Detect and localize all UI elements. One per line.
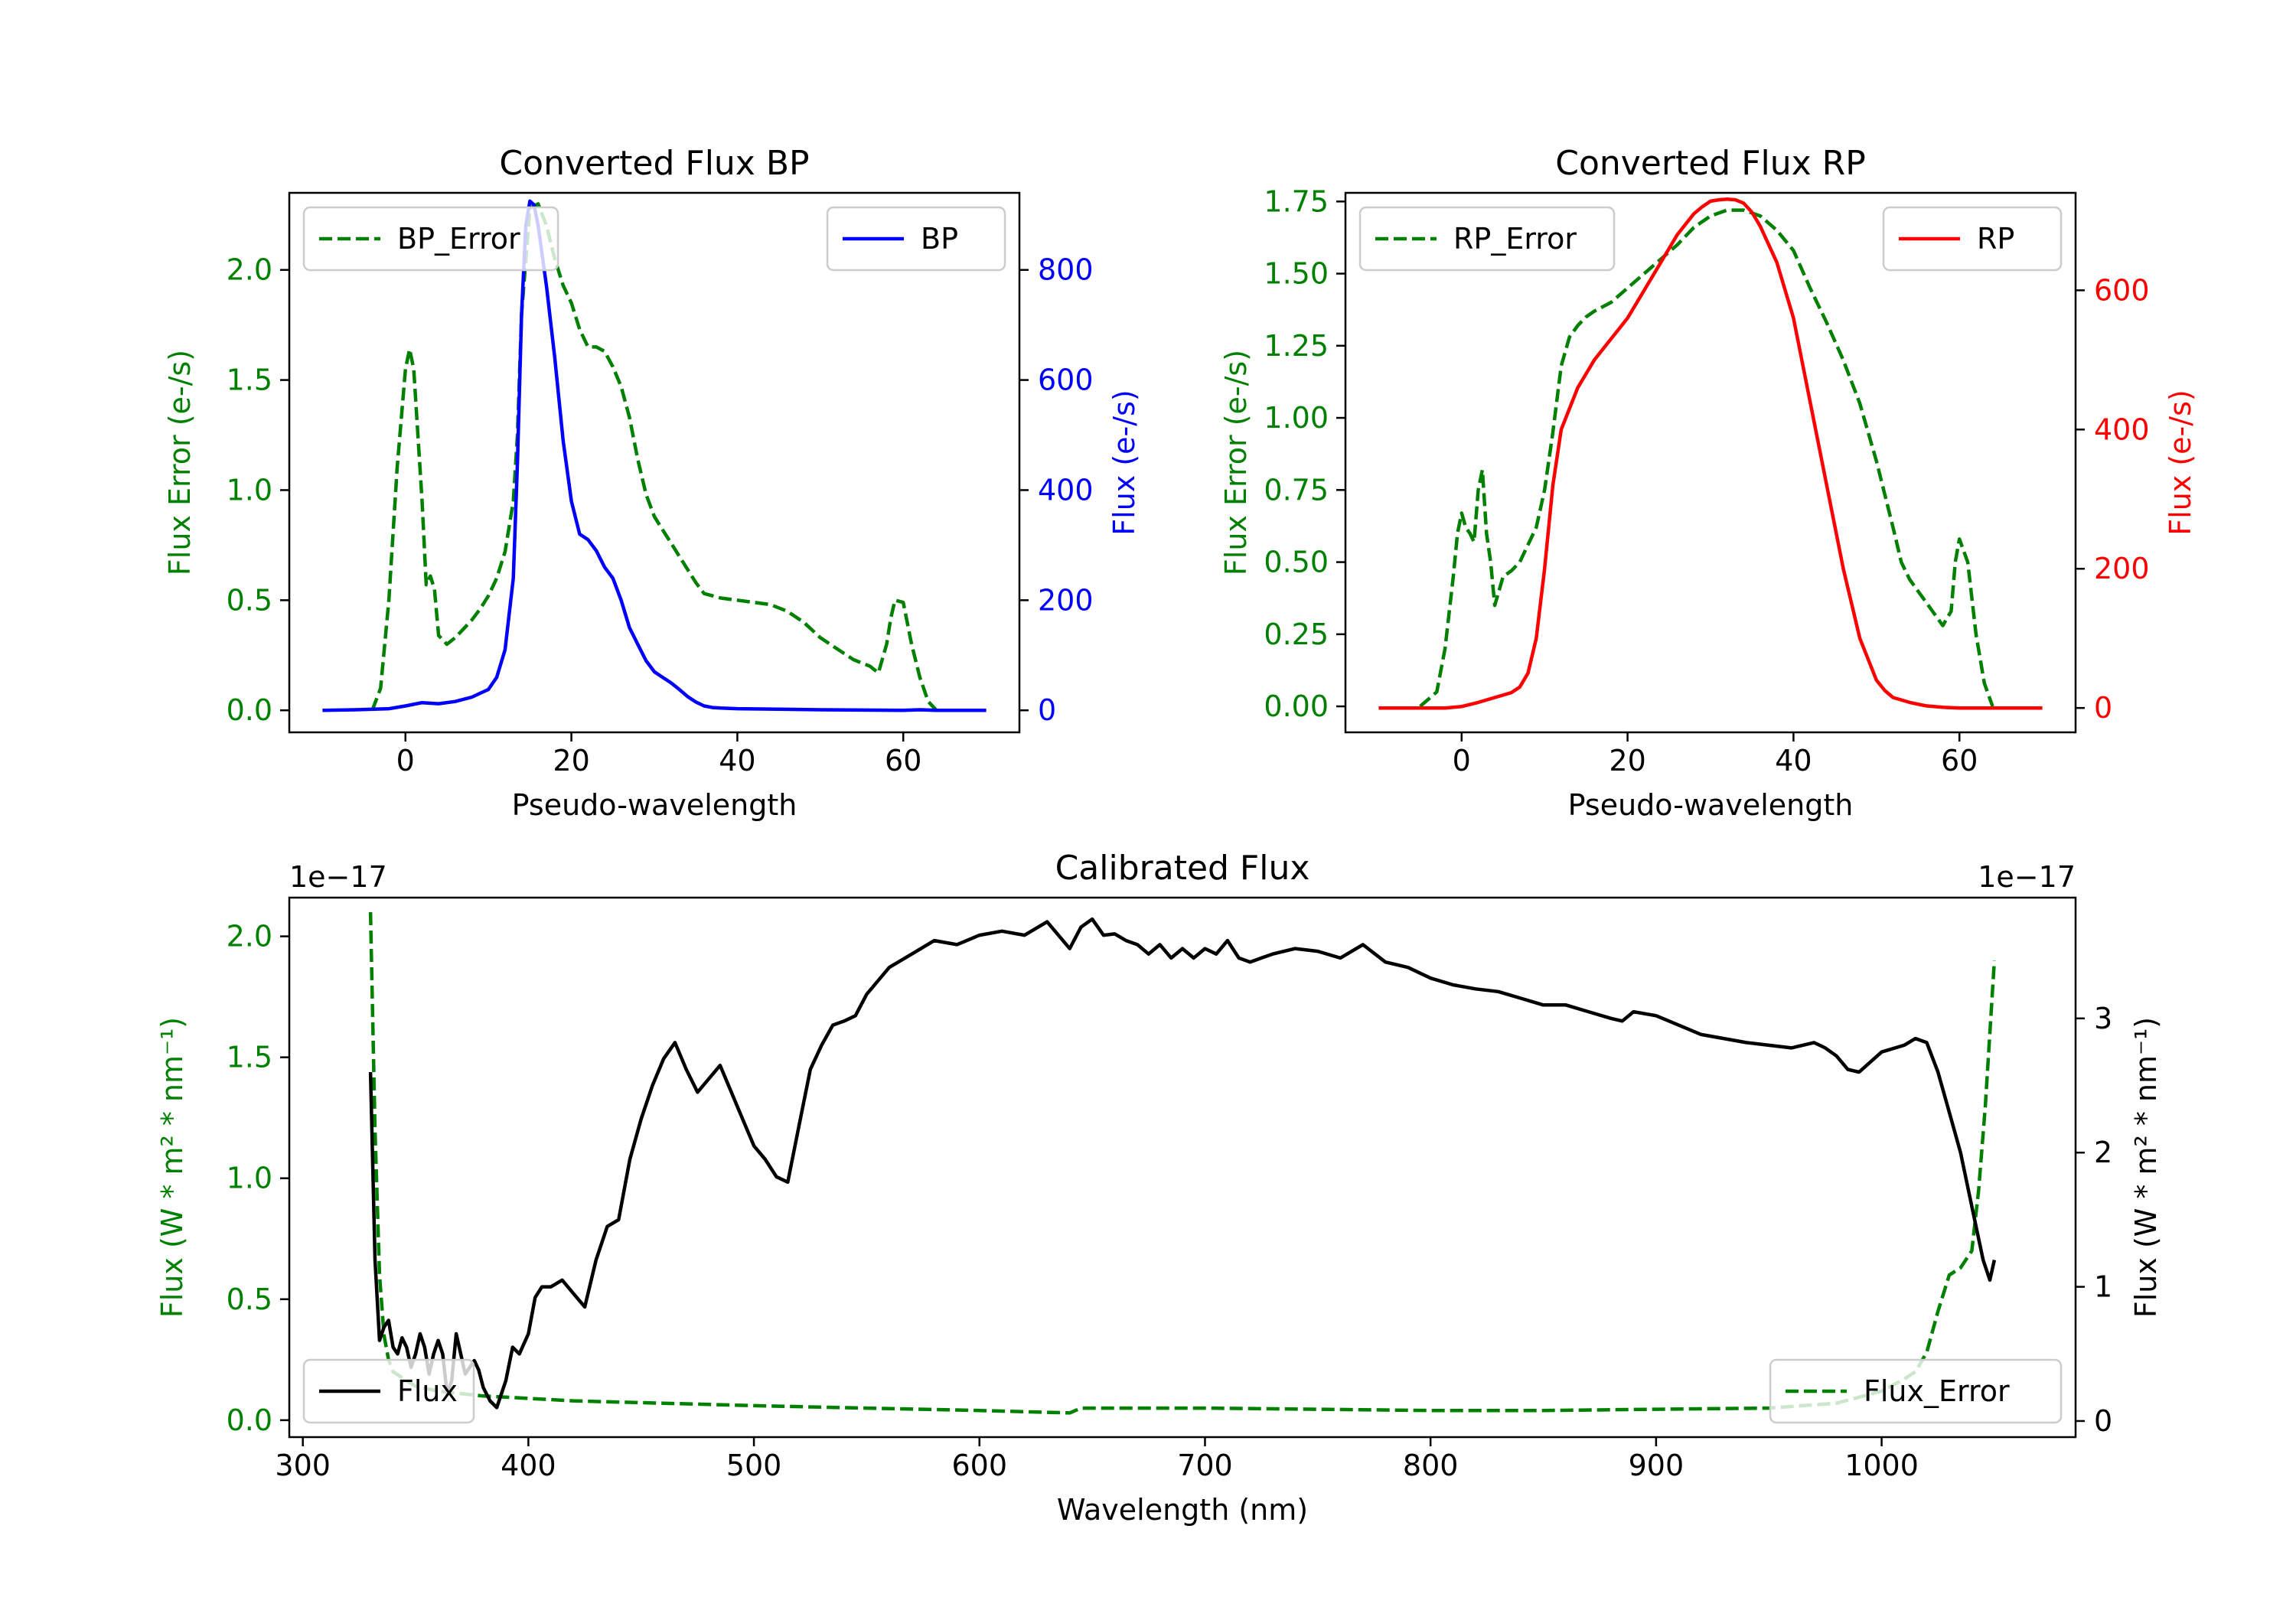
cal-x-tick-label: 800 bbox=[1403, 1449, 1459, 1482]
bp-x-tick-label: 20 bbox=[553, 744, 589, 777]
cal-x-tick-label: 400 bbox=[501, 1449, 556, 1482]
cal-left-y-tick-label: 1.0 bbox=[227, 1162, 272, 1195]
calibrated-left-offset-label: 1e−17 bbox=[289, 860, 387, 894]
rp-x-tick-label: 0 bbox=[1453, 744, 1471, 777]
calibrated-right-offset-label: 1e−17 bbox=[1978, 860, 2076, 894]
rp-x-axis-label: Pseudo-wavelength bbox=[1568, 788, 1854, 822]
rp-left-y-tick-label: 0.50 bbox=[1264, 546, 1329, 579]
bp-flux-legend-box bbox=[826, 206, 1006, 272]
calibrated-ticks: 300 400 500 600 700 800 900 1000 0.0 0.5 1.0 1.5 2.0… bbox=[227, 920, 2113, 1482]
bp-x-tick-label: 0 bbox=[396, 744, 415, 777]
bp-data-layer bbox=[322, 199, 987, 712]
rp-left-y-tick-label: 0.25 bbox=[1264, 618, 1329, 651]
rp-left-y-tick-label: 1.25 bbox=[1264, 329, 1329, 363]
rp-series-rp-error bbox=[1419, 208, 1994, 708]
calibrated-error-legend-label: Flux_Error bbox=[1864, 1374, 2010, 1408]
rp-right-y-tick-label: 0 bbox=[2094, 691, 2112, 725]
bp-right-y-tick-label: 600 bbox=[1038, 363, 1094, 397]
calibrated-error-legend: Flux_Error bbox=[1769, 1358, 2063, 1424]
rp-left-y-tick-label: 1.50 bbox=[1264, 257, 1329, 291]
rp-x-tick-label: 40 bbox=[1775, 744, 1812, 777]
rp-panel: 0 20 40 60 0.00 0.25 0.50 0.75 1.00 1.25 1.50 1.75 0… bbox=[1219, 144, 2197, 822]
cal-x-tick-label: 300 bbox=[275, 1449, 331, 1482]
rp-error-legend: RP_Error bbox=[1358, 206, 1616, 272]
rp-left-y-tick-label: 1.75 bbox=[1264, 184, 1329, 218]
rp-series-rp bbox=[1378, 197, 2043, 710]
rp-x-tick-label: 20 bbox=[1609, 744, 1645, 777]
calibrated-x-axis-label: Wavelength (nm) bbox=[1057, 1493, 1308, 1527]
calibrated-left-y-axis-label: Flux (W * m² * nm⁻¹) bbox=[155, 1017, 189, 1318]
rp-flux-legend-label: RP bbox=[1977, 222, 2014, 256]
bp-right-y-tick-label: 800 bbox=[1038, 253, 1094, 287]
rp-right-y-tick-label: 600 bbox=[2094, 273, 2150, 307]
bp-flux-legend: BP bbox=[826, 206, 1006, 272]
cal-x-tick-label: 700 bbox=[1177, 1449, 1233, 1482]
bp-right-y-tick-label: 200 bbox=[1038, 583, 1094, 617]
bp-left-y-tick-label: 2.0 bbox=[227, 253, 272, 287]
bp-axes-frame bbox=[288, 191, 1021, 734]
bp-error-legend-label: BP_Error bbox=[397, 222, 520, 256]
calibrated-axes-frame bbox=[288, 896, 2077, 1439]
cal-right-y-tick-label: 1 bbox=[2094, 1270, 2112, 1304]
bp-left-y-tick-label: 1.0 bbox=[227, 473, 272, 507]
bp-x-axis-label: Pseudo-wavelength bbox=[512, 788, 797, 822]
cal-left-y-tick-label: 2.0 bbox=[227, 920, 272, 953]
bp-right-y-tick-label: 0 bbox=[1038, 693, 1056, 727]
rp-x-tick-label: 60 bbox=[1941, 744, 1978, 777]
bp-series-bp-error bbox=[370, 202, 938, 712]
cal-left-y-tick-label: 1.5 bbox=[227, 1041, 272, 1074]
rp-right-y-axis-label: Flux (e-/s) bbox=[2164, 390, 2197, 535]
cal-x-tick-label: 600 bbox=[952, 1449, 1008, 1482]
calibrated-error-legend-box bbox=[1769, 1358, 2063, 1424]
calibrated-panel: 300 400 500 600 700 800 900 1000 0.0 0.5 1.0 1.5 2.0… bbox=[155, 849, 2163, 1527]
calibrated-flux-legend-label: Flux bbox=[397, 1374, 458, 1408]
cal-x-tick-label: 900 bbox=[1629, 1449, 1684, 1482]
rp-flux-legend: RP bbox=[1882, 206, 2063, 272]
calibrated-right-y-axis-label: Flux (W * m² * nm⁻¹) bbox=[2129, 1017, 2163, 1318]
rp-error-legend-box bbox=[1358, 206, 1616, 272]
cal-right-y-tick-label: 2 bbox=[2094, 1136, 2112, 1169]
rp-right-y-tick-label: 200 bbox=[2094, 552, 2150, 585]
cal-left-y-tick-label: 0.5 bbox=[227, 1283, 272, 1316]
rp-left-y-tick-label: 0.75 bbox=[1264, 473, 1329, 507]
calibrated-title: Calibrated Flux bbox=[1055, 849, 1310, 888]
bp-x-tick-label: 60 bbox=[885, 744, 921, 777]
cal-x-tick-label: 500 bbox=[726, 1449, 782, 1482]
bp-error-legend: BP_Error bbox=[302, 206, 559, 272]
cal-left-y-tick-label: 0.0 bbox=[227, 1403, 272, 1437]
bp-ticks: 0 20 40 60 0.0 0.5 1.0 1.5 2.0 0 200 400 600 800 bbox=[227, 253, 1094, 777]
bp-left-y-tick-label: 0.5 bbox=[227, 583, 272, 617]
rp-error-legend-label: RP_Error bbox=[1453, 222, 1577, 256]
rp-ticks: 0 20 40 60 0.00 0.25 0.50 0.75 1.00 1.25 1.50 1.75 0… bbox=[1264, 184, 2149, 777]
bp-right-y-tick-label: 400 bbox=[1038, 473, 1094, 507]
calibrated-flux-legend: Flux bbox=[302, 1358, 475, 1424]
cal-right-y-tick-label: 0 bbox=[2094, 1404, 2112, 1438]
cal-right-y-tick-label: 3 bbox=[2094, 1002, 2112, 1035]
rp-left-y-tick-label: 1.00 bbox=[1264, 401, 1329, 435]
bp-left-y-tick-label: 0.0 bbox=[227, 693, 272, 727]
bp-series-bp bbox=[322, 199, 987, 712]
bp-flux-legend-label: BP bbox=[921, 222, 958, 256]
bp-left-y-tick-label: 1.5 bbox=[227, 363, 272, 397]
rp-axes-frame bbox=[1344, 191, 2077, 734]
bp-right-y-axis-label: Flux (e-/s) bbox=[1107, 390, 1141, 535]
rp-title: Converted Flux RP bbox=[1555, 144, 1866, 183]
bp-x-tick-label: 40 bbox=[719, 744, 755, 777]
rp-right-y-tick-label: 400 bbox=[2094, 412, 2150, 446]
rp-flux-legend-box bbox=[1882, 206, 2063, 272]
bp-panel: 0 20 40 60 0.0 0.5 1.0 1.5 2.0 0 200 400 600 800 Conv… bbox=[163, 144, 1141, 822]
cal-x-tick-label: 1000 bbox=[1844, 1449, 1919, 1482]
bp-title: Converted Flux BP bbox=[499, 144, 809, 183]
rp-data-layer bbox=[1378, 197, 2043, 710]
bp-left-y-axis-label: Flux Error (e-/s) bbox=[163, 350, 197, 575]
rp-left-y-tick-label: 0.00 bbox=[1264, 689, 1329, 723]
rp-left-y-axis-label: Flux Error (e-/s) bbox=[1219, 350, 1253, 575]
calibrated-flux-legend-box bbox=[302, 1358, 475, 1424]
bp-error-legend-box bbox=[302, 206, 559, 272]
